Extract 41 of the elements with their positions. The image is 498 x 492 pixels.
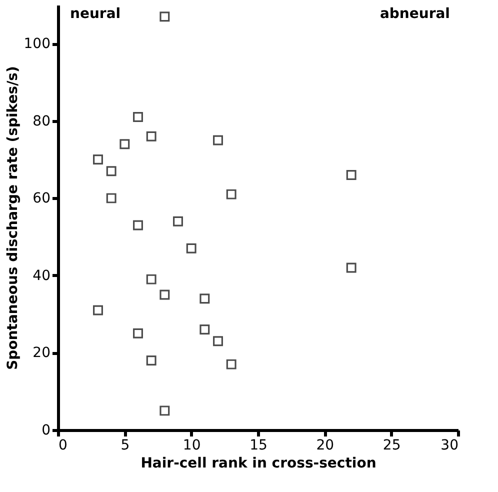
- x-tick-label: 5: [120, 438, 130, 454]
- point: [133, 220, 143, 230]
- y-tick-label: 60: [32, 190, 50, 207]
- point: [200, 324, 210, 335]
- point: [146, 355, 156, 366]
- x-tick-label: 0: [58, 438, 68, 454]
- y-tick-label: 80: [32, 113, 50, 130]
- point: [173, 216, 183, 226]
- point: [346, 170, 356, 180]
- x-tick-label: 15: [250, 438, 268, 454]
- point: [93, 154, 103, 165]
- point: [106, 193, 116, 204]
- x-tick-label: 25: [382, 438, 401, 454]
- point: [226, 359, 236, 370]
- x-axis-title: Hair-cell rank in cross-section: [140, 456, 376, 472]
- y-tick-label: 20: [32, 345, 50, 362]
- point: [106, 166, 116, 176]
- point: [146, 274, 156, 284]
- point: [120, 139, 130, 150]
- y-tick-label: 40: [32, 268, 50, 284]
- point: [133, 112, 143, 122]
- point: [133, 328, 143, 338]
- point: [200, 294, 210, 304]
- point: [226, 189, 236, 200]
- y-tick-label: 0: [42, 422, 50, 438]
- annotation: neural: [70, 6, 121, 22]
- point: [160, 12, 170, 22]
- x-tick-label: 30: [440, 438, 458, 454]
- point: [213, 336, 223, 346]
- point: [160, 290, 170, 300]
- annotation: abneural: [380, 6, 450, 22]
- point: [186, 243, 196, 254]
- x-tick-label: 10: [182, 438, 201, 454]
- point: [146, 131, 156, 142]
- point: [213, 135, 223, 146]
- y-tick-label: 100: [24, 36, 50, 52]
- point: [93, 305, 103, 316]
- point: [160, 406, 170, 416]
- y-axis-title: Spontaneous discharge rate (spikes/s): [4, 66, 21, 370]
- point: [346, 262, 356, 273]
- x-tick-label: 20: [316, 438, 334, 454]
